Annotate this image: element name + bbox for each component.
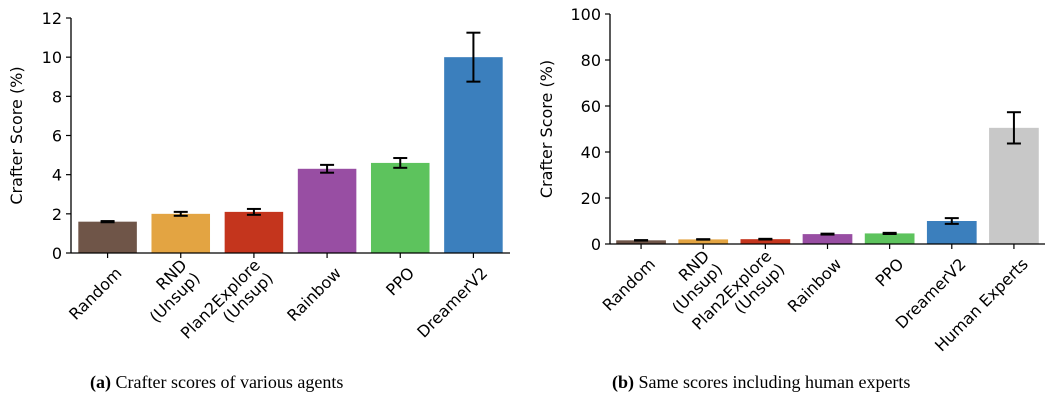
error-bar [320, 163, 335, 174]
caption-a-label: (a) [90, 372, 111, 392]
y-tick-label: 6 [52, 127, 62, 146]
y-tick-label: 40 [581, 143, 601, 162]
bar [802, 234, 853, 244]
error-bar [882, 231, 897, 235]
caption-a: (a) Crafter scores of various agents [90, 372, 343, 393]
caption-a-text: Crafter scores of various agents [115, 372, 344, 392]
x-tick-label: Rainbow [283, 263, 345, 325]
y-axis-label: Crafter Score (%) [7, 66, 26, 204]
x-tick-label: PPO [382, 263, 418, 299]
bar [616, 240, 666, 244]
chart-a: Random RND(Unsup)Plan2Explore(Unsup) Rainb… [7, 9, 510, 343]
y-tick-label: 12 [42, 9, 62, 28]
caption-b: (b) Same scores including human experts [612, 372, 910, 393]
x-tick-label: PPO [872, 254, 908, 290]
bar [989, 127, 1039, 244]
y-tick-label: 80 [581, 51, 601, 70]
error-bar [246, 207, 261, 216]
error-bar [393, 157, 408, 169]
bar [151, 213, 211, 253]
bar [678, 239, 729, 244]
bar [370, 162, 430, 253]
caption-b-text: Same scores including human experts [638, 372, 911, 392]
y-tick-label: 0 [591, 235, 601, 254]
bar [740, 239, 791, 244]
y-tick-label: 8 [52, 87, 62, 106]
error-bar [466, 31, 481, 83]
x-tick-label: Rainbow [784, 254, 846, 316]
error-bar [758, 237, 773, 241]
chart-b: Random RND(Unsup)Plan2Explore(Unsup)Rainb… [537, 5, 1045, 355]
bar [224, 211, 284, 253]
error-bar [173, 210, 188, 217]
error-bar [1006, 111, 1021, 145]
y-axis-label: Crafter Score (%) [537, 60, 556, 198]
y-tick-label: 60 [581, 97, 601, 116]
y-tick-label: 4 [52, 166, 62, 185]
y-tick-label: 20 [581, 189, 601, 208]
x-tick-label: Random [599, 254, 659, 314]
x-tick-label: DreamerV2 [413, 263, 491, 341]
bar [297, 168, 357, 253]
error-bar [100, 220, 115, 224]
y-tick-label: 2 [52, 205, 62, 224]
bar [926, 221, 977, 244]
bar [78, 221, 137, 253]
y-tick-label: 0 [52, 244, 62, 263]
caption-b-label: (b) [612, 372, 634, 392]
y-tick-label: 100 [570, 5, 601, 24]
bar [864, 233, 915, 244]
bar [444, 57, 503, 253]
error-bar [820, 232, 835, 236]
error-bar [944, 217, 959, 225]
y-tick-label: 10 [42, 48, 62, 67]
x-tick-label: Random [65, 263, 125, 323]
